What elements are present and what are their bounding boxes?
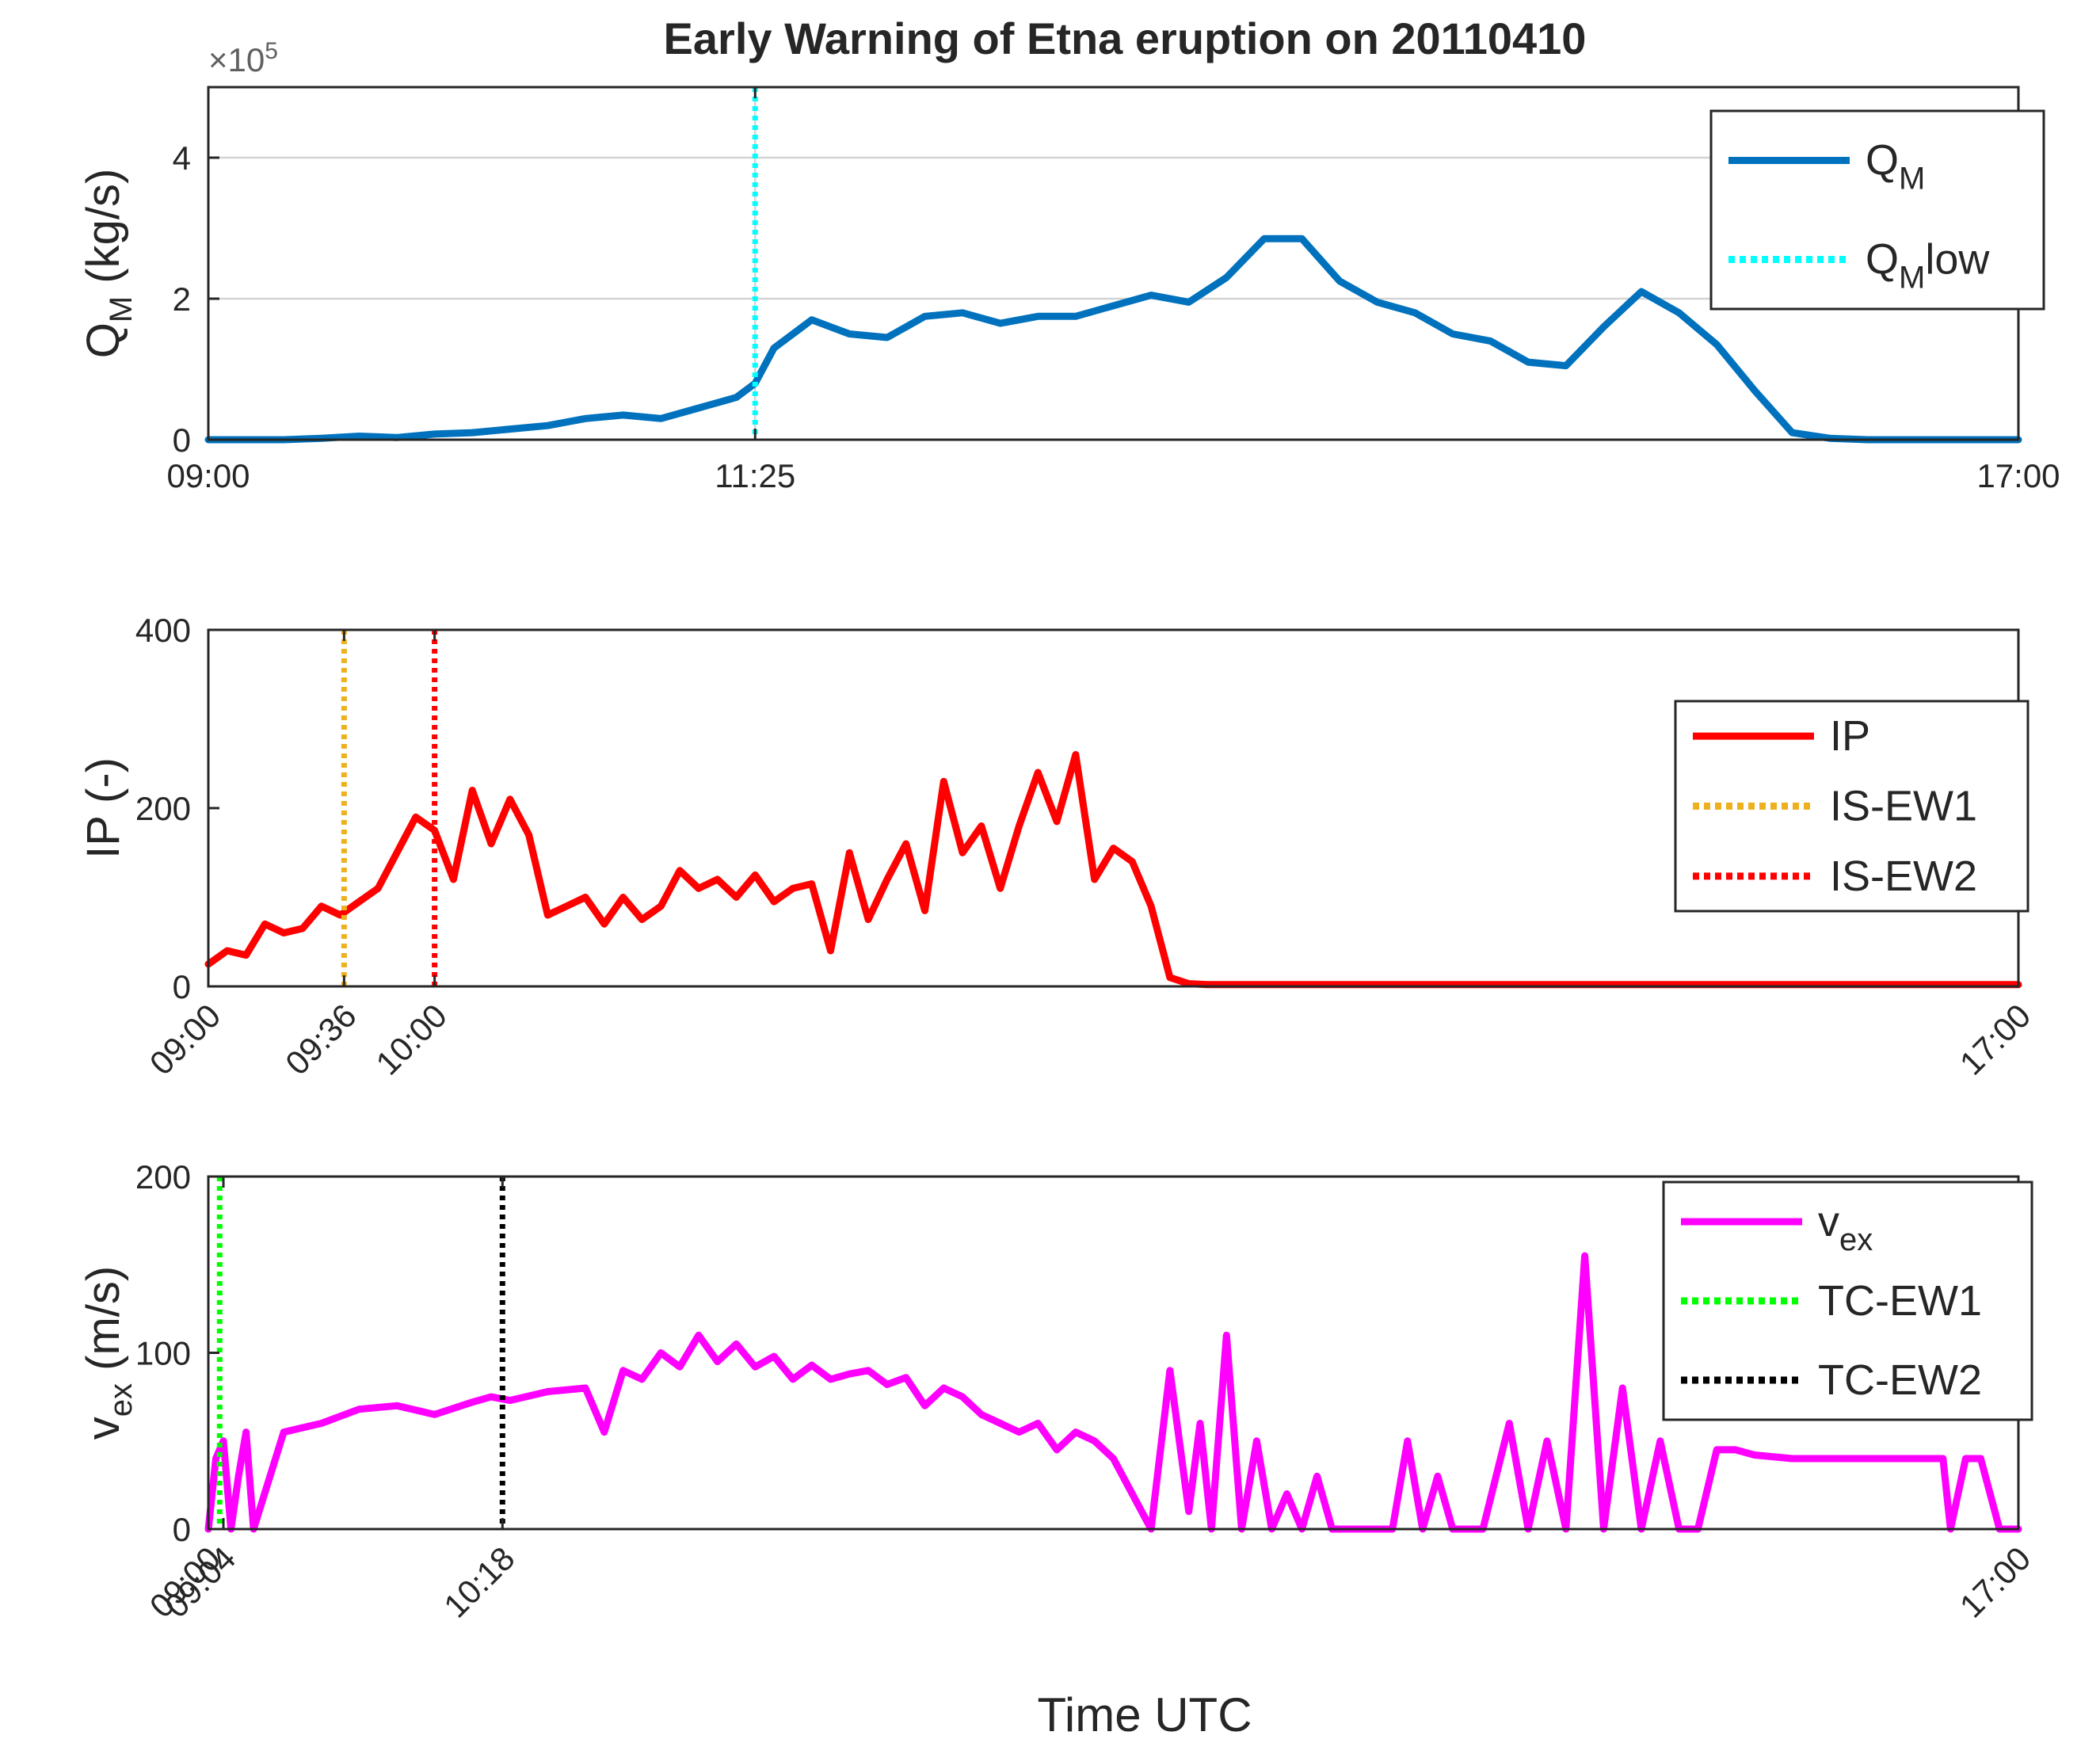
legend-label: QMlow: [1866, 236, 1990, 296]
y-tick-label: 4: [173, 139, 191, 177]
legend-vex: vex TC-EW1 TC-EW2: [1662, 1180, 2033, 1421]
y-axis-label: IP (-): [78, 757, 129, 859]
y-tick-label: 0: [173, 421, 191, 459]
y-exponent-label: ×105: [208, 38, 278, 78]
y-tick-label: 100: [135, 1335, 191, 1372]
y-tick-label: 200: [135, 790, 191, 827]
panel-qm: 0 2 4 09:00 11:25 17:00 ×105 QM (kg/s) QM QMlow: [78, 38, 2060, 494]
y-tick-label: 0: [173, 968, 191, 1005]
series-line-ip: [204, 751, 2022, 989]
legend-label: IS-EW2: [1830, 852, 1977, 900]
y-axis-label: vex (m/s): [78, 1266, 139, 1440]
y-tick-label: 0: [173, 1511, 191, 1548]
y-tick-label: 400: [135, 612, 191, 649]
legend-label: vex: [1818, 1198, 1873, 1257]
legend-label: IS-EW1: [1830, 783, 1977, 830]
y-tick-label: 200: [135, 1158, 191, 1196]
x-tick-label: 09:00: [166, 457, 250, 494]
legend-label: IP: [1830, 712, 1870, 760]
legend-label: QM: [1866, 137, 1925, 196]
chart-title: Early Warning of Etna eruption on 201104…: [664, 13, 1587, 63]
x-tick-label: 17:00: [1976, 457, 2060, 494]
legend-label: TC-EW2: [1818, 1356, 1982, 1404]
series-line-qm: [204, 235, 2022, 444]
x-axis-label: Time UTC: [1037, 1688, 1252, 1741]
legend-qm: QM QMlow: [1709, 109, 2045, 311]
panels: 0 2 4 09:00 11:25 17:00 ×105 QM (kg/s) QM QMlow 0 2…: [78, 38, 2060, 1625]
legend-label: TC-EW1: [1818, 1277, 1982, 1325]
y-axis-label: QM (kg/s): [78, 169, 139, 359]
legend-box: [1709, 109, 2045, 311]
y-tick-label: 2: [173, 280, 191, 318]
legend-ip: IP IS-EW1 IS-EW2: [1674, 700, 2029, 913]
x-tick-label: 11:25: [715, 457, 795, 494]
